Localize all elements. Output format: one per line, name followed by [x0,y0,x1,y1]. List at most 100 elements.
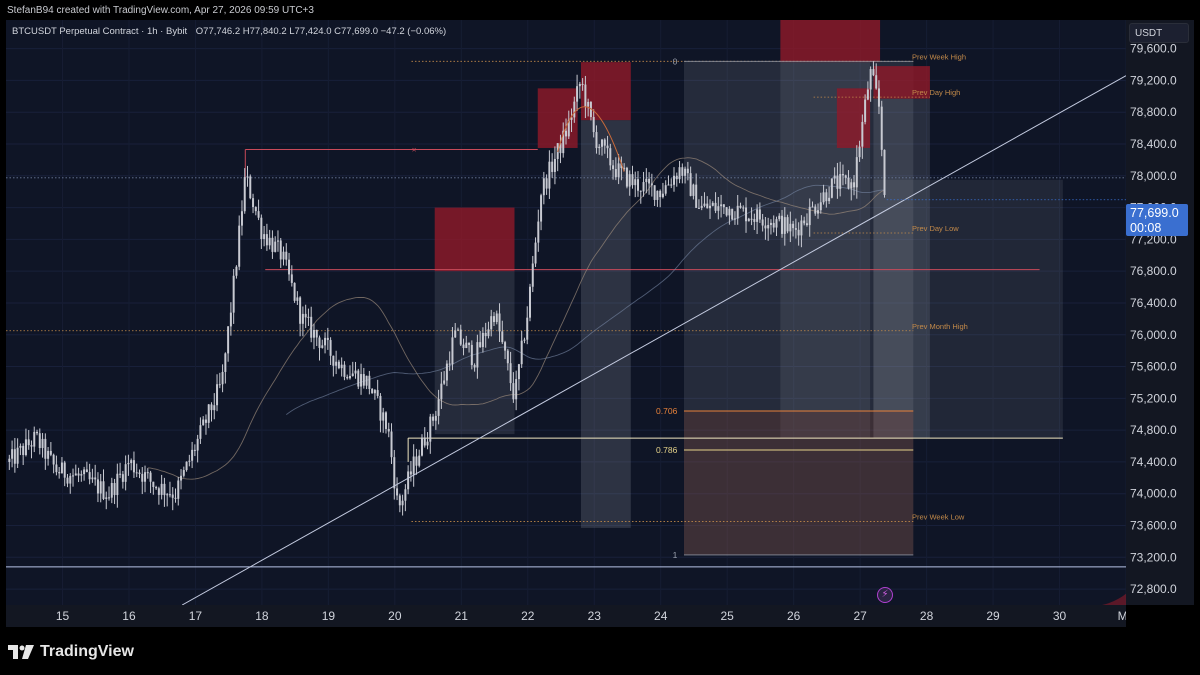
level-marker: × [412,146,417,155]
candle-body [639,190,642,192]
candle-body [285,251,288,260]
candle-body [138,472,141,474]
zone-layer [434,20,1126,605]
price-tick-label: 73,200.0 [1130,550,1177,564]
candle-body [168,494,171,496]
trendline [181,75,1126,605]
candle-body [614,169,617,178]
candle-body [548,161,551,189]
candle-body [479,342,482,348]
price-tick-label: 74,000.0 [1130,487,1177,501]
candle-body [448,363,451,365]
candle-body [94,477,97,480]
candle-body [825,192,828,202]
candle-body [853,182,856,188]
candle-body [274,241,277,252]
candle-body [299,297,302,324]
candle-body [772,222,775,228]
candle-body [246,176,249,178]
range-box [683,61,914,555]
time-axis[interactable]: 15 16 17 18 19 20 21 22 23 24 25 26 27 28 29 30 Ma [6,605,1135,627]
candle-body [495,313,498,323]
price-tick-label: 74,800.0 [1130,423,1177,437]
candle-body [268,237,271,246]
candle-body [869,69,872,90]
candle-body [260,217,263,240]
candle-layer [8,61,886,516]
candle-body [786,217,789,232]
candle-body [578,83,581,87]
price-tick-label: 75,200.0 [1130,391,1177,405]
candle-body [213,405,216,411]
candle-body [678,167,681,180]
candle-body [523,339,526,341]
moving-average-100 [286,184,885,415]
time-axis-labels: 15 16 17 18 19 20 21 22 23 24 25 26 27 28 29 30 Ma [56,609,1135,623]
candle-body [844,175,847,178]
candle-body [465,342,468,349]
candle-body [769,222,772,225]
candle-body [451,337,454,365]
candle-body [263,234,266,240]
time-tick-label: 25 [721,609,735,623]
candle-body [528,286,531,318]
candle-body [177,480,180,499]
candle-body [625,167,628,187]
candle-body [753,219,756,222]
candle-body [307,316,310,318]
candle-body [396,488,399,496]
time-tick-label: 30 [1053,609,1067,623]
candle-body [866,89,869,100]
candle-body [130,460,133,464]
candle-body [506,350,509,364]
candle-body [537,221,540,243]
range-box [434,271,515,435]
candle-body [623,167,626,169]
flash-icon[interactable]: ⚡ [877,587,893,603]
chart-area[interactable]: Prev Week High Prev Day High Prev Day Low P… [6,20,1126,605]
candle-body [454,330,457,338]
candle-body [778,215,781,220]
countdown-timer: 00:08 [1130,221,1162,235]
brand-name: TradingView [40,643,134,660]
candle-body [221,371,224,385]
candle-body [326,337,329,341]
candle-body [587,101,590,107]
candle-body [24,439,27,456]
currency-button[interactable]: USDT [1129,23,1189,43]
candle-body [365,375,368,386]
candle-body [348,375,351,379]
candle-body [279,240,282,260]
candle-body [620,163,623,168]
candle-body [445,363,448,381]
candle-body [160,483,163,495]
level-label: Prev Week Low [912,513,965,522]
candle-body [570,117,573,120]
supply-zone [580,62,631,121]
candle-body [717,206,720,211]
time-tick-label: 17 [189,609,203,623]
candle-body [384,412,387,429]
candle-body [91,477,94,480]
ohlc-readout: O77,746.2 H77,840.2 L77,424.0 C77,699.0 … [195,26,447,37]
candle-body [437,399,440,416]
price-tick-label: 79,200.0 [1130,73,1177,87]
candle-body [207,404,210,423]
fib-label: 0 [673,56,678,66]
candle-body [567,119,570,137]
candle-body [8,458,11,462]
zone-fragment [1076,593,1126,605]
candle-body [360,374,363,387]
candle-body [276,240,279,242]
candle-body [880,106,883,150]
candle-body [650,183,653,186]
candlestick-chart[interactable]: Prev Week High Prev Day High Prev Day Low P… [6,20,1126,605]
candle-body [631,174,634,186]
candle-body [146,472,149,474]
symbol-name: BTCUSDT Perpetual Contract · 1h · Bybit [12,26,188,37]
price-axis[interactable]: 72,800.0 73,200.0 73,600.0 74,000.0 74,400.0… [1126,20,1194,605]
last-price-value: 77,699.0 [1130,206,1179,220]
candle-body [80,474,83,476]
symbol-header: BTCUSDT Perpetual Contract · 1h · Bybit … [12,26,446,37]
candle-body [108,497,111,499]
